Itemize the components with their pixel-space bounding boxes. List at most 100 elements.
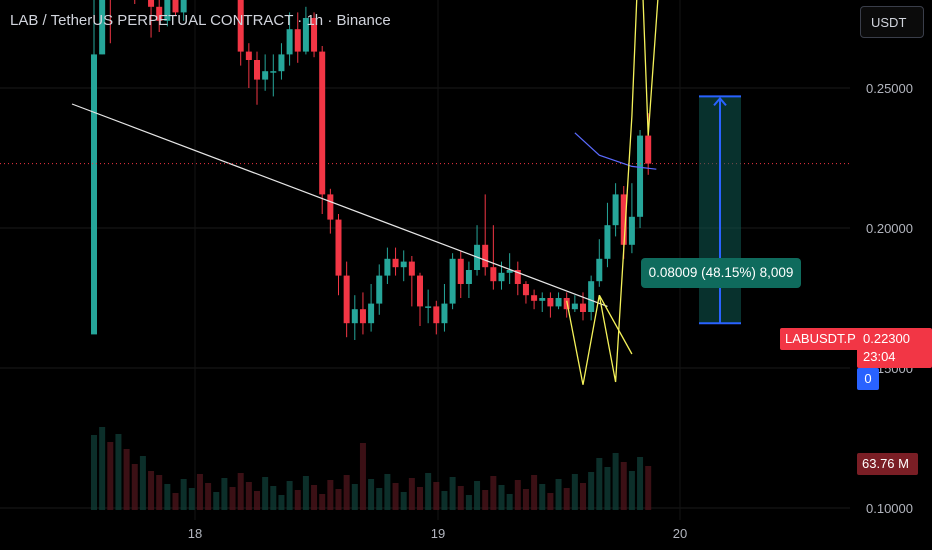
- y-tick-label: 0.10000: [866, 501, 913, 516]
- projection-path: [566, 0, 659, 385]
- volume-bar: [286, 481, 293, 510]
- price-axis: 0.400000.350000.300000.250000.200000.150…: [188, 81, 913, 541]
- volume-bar: [449, 477, 456, 510]
- candle-body: [547, 298, 554, 307]
- candle-body: [612, 194, 619, 226]
- candle-body: [555, 298, 562, 307]
- volume-bar: [131, 464, 138, 510]
- candle-body: [539, 298, 546, 301]
- volume-bar: [441, 491, 448, 510]
- volume-bar: [425, 473, 432, 510]
- volume-bar: [351, 484, 358, 510]
- volume-bar: [343, 475, 350, 510]
- volume-bar: [384, 474, 391, 510]
- volume-bar: [588, 472, 595, 510]
- volume-bar: [506, 494, 513, 510]
- volume-bar: [180, 479, 187, 510]
- candle-body: [156, 6, 163, 21]
- candle-body: [637, 135, 644, 217]
- volume-bar: [637, 457, 644, 510]
- moving-average-line: [574, 132, 657, 170]
- candle-body: [376, 275, 383, 304]
- candle-body: [531, 295, 538, 301]
- volume-bar: [514, 480, 521, 510]
- candle-body: [172, 0, 179, 13]
- symbol-price-label: LABUSDT.P: [780, 328, 861, 350]
- candle-body: [148, 0, 155, 7]
- candle-body: [645, 135, 652, 164]
- candle-body: [180, 0, 187, 13]
- volume-bar: [99, 427, 106, 510]
- volume-bar: [270, 486, 277, 510]
- x-tick-label: 20: [673, 526, 687, 541]
- candle-body: [294, 29, 301, 52]
- candle-body: [588, 281, 595, 312]
- volume-bar: [115, 434, 122, 510]
- volume-bar: [612, 453, 619, 510]
- volume-bar: [278, 495, 285, 510]
- x-tick-label: 18: [188, 526, 202, 541]
- last-price-value: 0.22300: [863, 331, 910, 346]
- volume-bar: [302, 476, 309, 510]
- candle-body: [465, 270, 472, 284]
- volume-bar: [237, 473, 244, 510]
- volume-bar: [245, 482, 252, 510]
- volume-bar: [213, 492, 220, 510]
- volume-bar: [571, 474, 578, 510]
- volume-bar: [457, 486, 464, 510]
- volume-bar: [474, 481, 481, 510]
- volume-bar: [368, 479, 375, 510]
- candle-body: [425, 306, 432, 308]
- y-tick-label: 0.25000: [866, 81, 913, 96]
- candle-body: [351, 309, 358, 324]
- candle-body: [254, 60, 260, 80]
- candle-body: [620, 194, 627, 245]
- candle-body: [319, 51, 326, 195]
- volume-bar: [563, 488, 570, 510]
- candle-body: [522, 284, 529, 296]
- volume-bar: [628, 471, 635, 510]
- candle-body: [359, 309, 366, 324]
- candlesticks: [91, 0, 652, 340]
- measure-label: 0.08009 (48.15%) 8,009: [641, 258, 801, 288]
- volume-bar: [433, 482, 440, 510]
- volume-bar: [335, 489, 342, 510]
- volume-bar: [205, 483, 212, 510]
- currency-button[interactable]: USDT: [860, 6, 924, 38]
- candle-body: [286, 29, 293, 55]
- candle-body: [596, 258, 603, 282]
- volume-bar: [254, 491, 260, 510]
- candle-body: [392, 258, 399, 268]
- volume-bar: [539, 484, 546, 510]
- last-price-tag: 0.22300 23:04: [857, 328, 932, 368]
- volume-bar: [620, 462, 627, 510]
- chart-title: LAB / TetherUS PERPETUAL CONTRACT · 1h ·…: [10, 12, 391, 29]
- volume-bar: [229, 487, 236, 510]
- volume-bar: [139, 456, 146, 510]
- candle-body: [482, 244, 489, 268]
- drawing-overlays: [0, 0, 850, 385]
- bar-countdown: 23:04: [863, 349, 896, 364]
- candle-body: [457, 258, 464, 284]
- volume-bar: [522, 489, 529, 510]
- candle-body: [400, 261, 407, 268]
- volume-bar: [392, 483, 399, 510]
- volume-bar: [498, 485, 505, 510]
- candle-body: [270, 71, 277, 73]
- volume-bar: [311, 485, 318, 510]
- candle-body: [408, 261, 415, 276]
- volume-bar: [172, 493, 179, 510]
- volume-bar: [164, 484, 171, 510]
- candle-body: [91, 54, 97, 335]
- candle-body: [498, 272, 505, 282]
- candle-body: [628, 216, 635, 245]
- volume-bar: [188, 488, 195, 510]
- volume-bar: [400, 492, 407, 510]
- volume-bar: [465, 495, 472, 510]
- candle-body: [99, 0, 106, 55]
- candle-body: [506, 270, 513, 273]
- volume-bar: [408, 478, 415, 510]
- projection-leg: [598, 294, 633, 355]
- candle-body: [490, 267, 497, 282]
